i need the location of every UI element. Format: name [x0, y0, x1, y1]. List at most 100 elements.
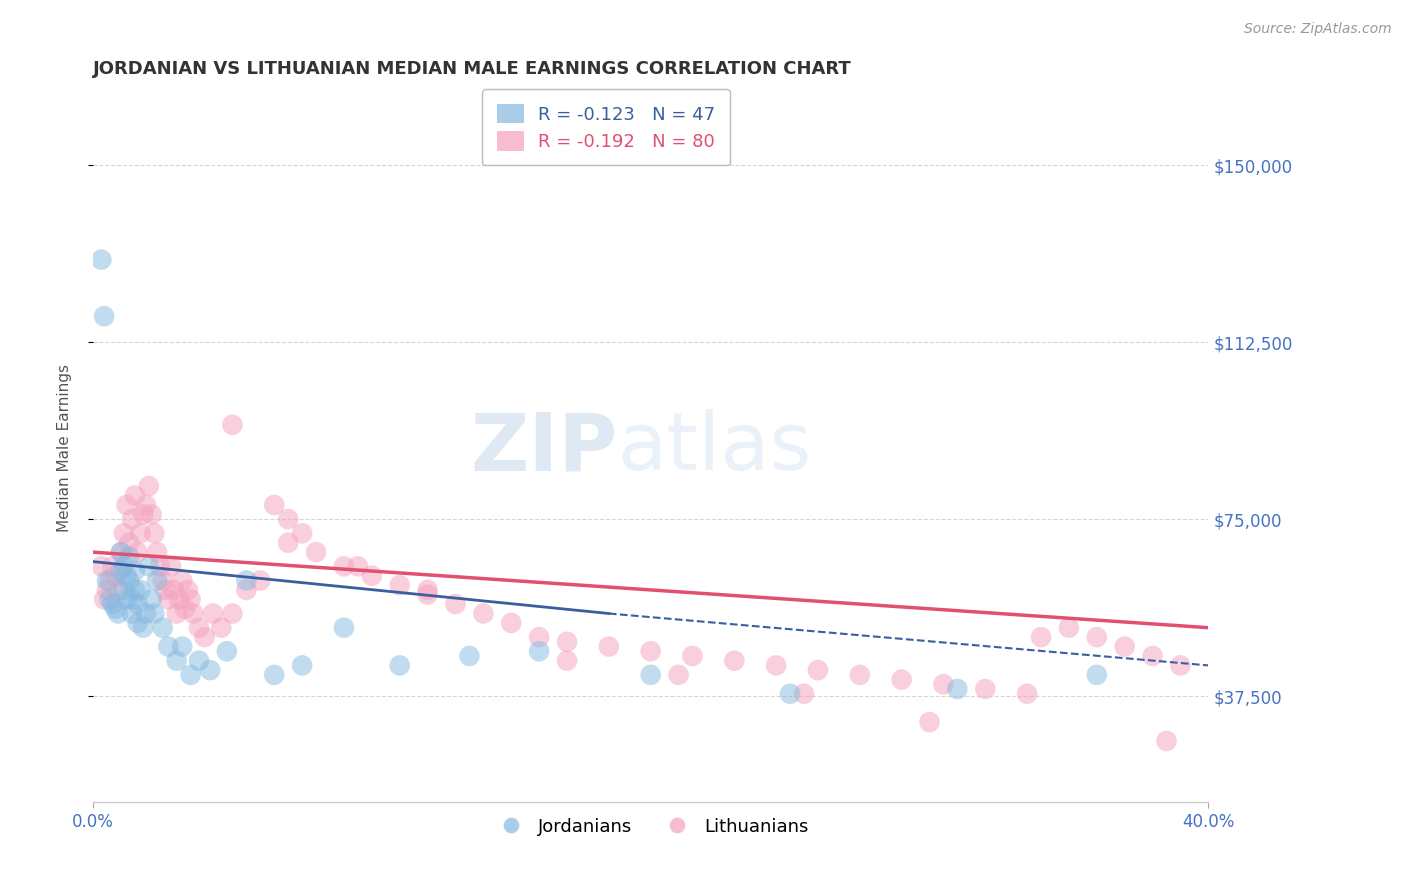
- Point: [104, 602, 127, 616]
- Point: [416, 582, 439, 597]
- Point: [163, 582, 186, 597]
- Point: [388, 658, 411, 673]
- Point: [1029, 630, 1052, 644]
- Text: ZIP: ZIP: [470, 409, 617, 487]
- Point: [527, 630, 550, 644]
- Point: [779, 687, 801, 701]
- Point: [472, 607, 495, 621]
- Point: [932, 677, 955, 691]
- Point: [172, 640, 194, 654]
- Point: [198, 663, 221, 677]
- Point: [104, 568, 127, 582]
- Point: [1156, 734, 1178, 748]
- Point: [416, 588, 439, 602]
- Point: [98, 592, 121, 607]
- Point: [132, 508, 155, 522]
- Point: [101, 559, 124, 574]
- Point: [1142, 648, 1164, 663]
- Point: [849, 668, 872, 682]
- Point: [918, 714, 941, 729]
- Point: [149, 559, 172, 574]
- Point: [143, 607, 166, 621]
- Point: [118, 574, 141, 588]
- Point: [138, 479, 160, 493]
- Point: [177, 582, 200, 597]
- Point: [169, 592, 191, 607]
- Point: [1114, 640, 1136, 654]
- Point: [112, 526, 135, 541]
- Point: [146, 574, 169, 588]
- Point: [90, 559, 112, 574]
- Point: [444, 597, 467, 611]
- Point: [174, 602, 197, 616]
- Point: [96, 574, 118, 588]
- Point: [135, 498, 157, 512]
- Point: [188, 621, 211, 635]
- Point: [129, 526, 152, 541]
- Point: [793, 687, 815, 701]
- Point: [890, 673, 912, 687]
- Point: [152, 621, 174, 635]
- Point: [115, 592, 138, 607]
- Point: [277, 535, 299, 549]
- Point: [347, 559, 370, 574]
- Text: atlas: atlas: [617, 409, 811, 487]
- Point: [110, 564, 132, 578]
- Point: [221, 417, 243, 432]
- Point: [138, 559, 160, 574]
- Point: [157, 640, 180, 654]
- Point: [132, 621, 155, 635]
- Point: [527, 644, 550, 658]
- Point: [172, 574, 194, 588]
- Point: [668, 668, 690, 682]
- Point: [107, 607, 129, 621]
- Point: [121, 512, 143, 526]
- Point: [291, 658, 314, 673]
- Point: [90, 252, 112, 267]
- Point: [127, 615, 149, 630]
- Point: [501, 615, 523, 630]
- Point: [946, 681, 969, 696]
- Point: [193, 630, 215, 644]
- Point: [1085, 630, 1108, 644]
- Point: [152, 574, 174, 588]
- Point: [118, 549, 141, 564]
- Point: [124, 489, 146, 503]
- Point: [129, 582, 152, 597]
- Point: [107, 582, 129, 597]
- Point: [333, 621, 356, 635]
- Point: [183, 607, 205, 621]
- Point: [127, 597, 149, 611]
- Point: [201, 607, 224, 621]
- Point: [640, 668, 662, 682]
- Point: [135, 607, 157, 621]
- Point: [121, 592, 143, 607]
- Point: [305, 545, 328, 559]
- Point: [765, 658, 787, 673]
- Point: [1085, 668, 1108, 682]
- Point: [141, 592, 163, 607]
- Point: [723, 654, 745, 668]
- Point: [166, 607, 188, 621]
- Point: [221, 607, 243, 621]
- Point: [640, 644, 662, 658]
- Point: [160, 559, 183, 574]
- Point: [333, 559, 356, 574]
- Point: [141, 508, 163, 522]
- Point: [263, 668, 285, 682]
- Point: [127, 545, 149, 559]
- Point: [101, 597, 124, 611]
- Point: [555, 654, 578, 668]
- Point: [180, 668, 202, 682]
- Point: [112, 582, 135, 597]
- Point: [555, 635, 578, 649]
- Point: [215, 644, 238, 658]
- Point: [166, 654, 188, 668]
- Point: [115, 568, 138, 582]
- Point: [93, 592, 115, 607]
- Point: [115, 498, 138, 512]
- Point: [110, 545, 132, 559]
- Point: [388, 578, 411, 592]
- Point: [155, 582, 177, 597]
- Point: [1170, 658, 1192, 673]
